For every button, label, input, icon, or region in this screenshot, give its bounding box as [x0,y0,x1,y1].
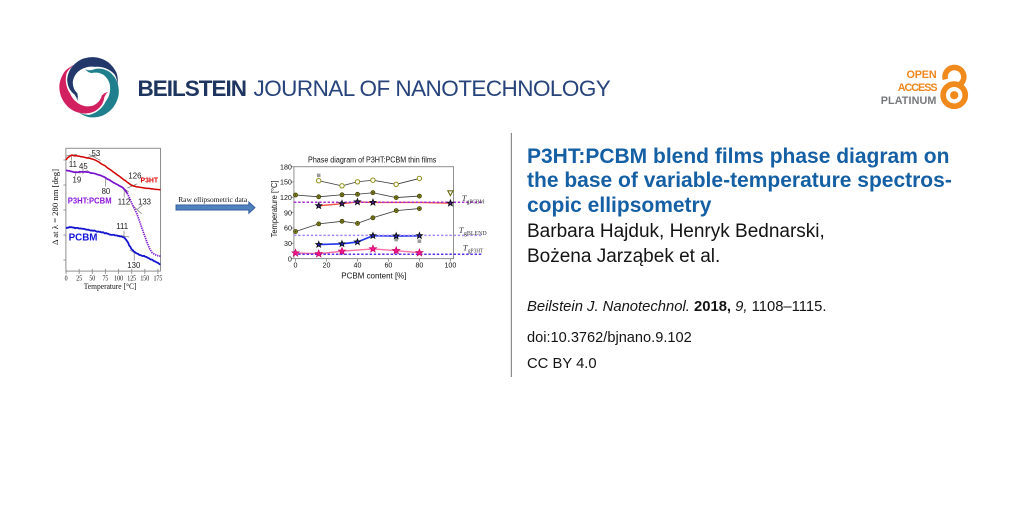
svg-text:120: 120 [280,193,292,202]
svg-text:112: 112 [118,197,130,206]
svg-text:90: 90 [284,208,292,217]
svg-text:100: 100 [114,273,123,282]
svg-text:P3HT: P3HT [141,177,159,184]
svg-text:0: 0 [288,254,292,263]
svg-text:126: 126 [128,171,141,180]
svg-text:80: 80 [102,187,111,196]
svg-text:0: 0 [294,261,298,270]
svg-text:T: T [459,225,465,235]
svg-text:gBLEND: gBLEND [464,231,488,237]
svg-text:25: 25 [76,273,82,282]
svg-text:Temperature [°C]: Temperature [°C] [84,282,137,291]
svg-text:150: 150 [280,178,292,187]
svg-text:Raw ellipsometric data: Raw ellipsometric data [178,195,248,204]
svg-text:60: 60 [384,261,392,270]
svg-text:40: 40 [354,261,362,270]
svg-text:175: 175 [153,273,162,282]
svg-text:133: 133 [138,197,151,206]
svg-text:gPCBM: gPCBM [467,199,485,205]
svg-text:Temperature [°C]: Temperature [°C] [269,180,279,237]
svg-text:P3HT:PCBM: P3HT:PCBM [68,196,112,206]
svg-text:Δ at λ = 280 nm [deg]: Δ at λ = 280 nm [deg] [51,169,60,245]
svg-text:53: 53 [92,149,101,158]
svg-text:gP3HT: gP3HT [468,249,484,255]
svg-text:PCBM content [%]: PCBM content [%] [341,270,406,280]
svg-text:150: 150 [140,273,149,282]
svg-text:45: 45 [79,162,88,171]
svg-text:T: T [462,193,468,203]
svg-text:100: 100 [444,261,456,270]
svg-text:0: 0 [65,273,68,282]
svg-text:80: 80 [415,261,423,270]
svg-text:Phase diagram of P3HT:PCBM thi: Phase diagram of P3HT:PCBM thin films [308,156,436,165]
svg-text:20: 20 [323,261,331,270]
svg-text:50: 50 [89,273,95,282]
svg-text:T: T [463,242,469,252]
svg-text:130: 130 [127,261,141,270]
svg-text:PCBM: PCBM [69,232,98,243]
svg-text:125: 125 [127,273,136,282]
svg-text:19: 19 [73,175,82,184]
svg-text:111: 111 [116,222,128,231]
svg-text:60: 60 [284,224,292,233]
svg-text:75: 75 [102,273,108,282]
svg-text:11: 11 [69,160,77,169]
svg-text:30: 30 [284,239,292,248]
svg-text:180: 180 [280,162,292,171]
